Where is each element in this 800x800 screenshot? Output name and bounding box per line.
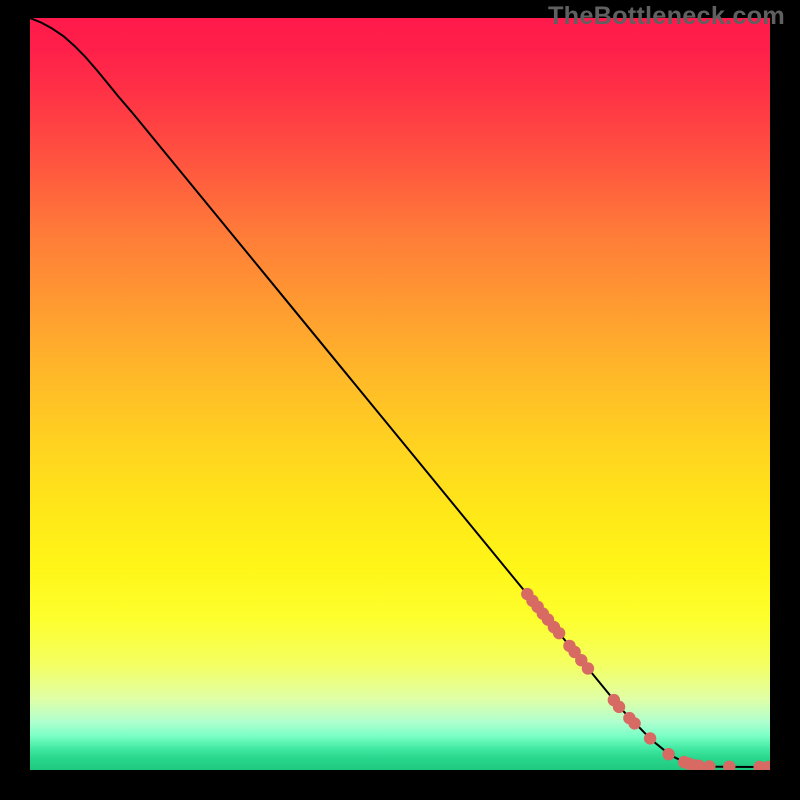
watermark-text: TheBottleneck.com bbox=[548, 2, 785, 31]
chart-svg bbox=[30, 18, 770, 770]
chart-background bbox=[30, 18, 770, 770]
data-marker bbox=[644, 732, 656, 744]
data-marker bbox=[628, 717, 640, 729]
data-marker bbox=[582, 662, 594, 674]
data-marker bbox=[662, 748, 674, 760]
data-marker bbox=[553, 627, 565, 639]
data-marker bbox=[613, 701, 625, 713]
chart-stage: TheBottleneck.com bbox=[0, 0, 800, 800]
plot-area bbox=[30, 18, 770, 770]
